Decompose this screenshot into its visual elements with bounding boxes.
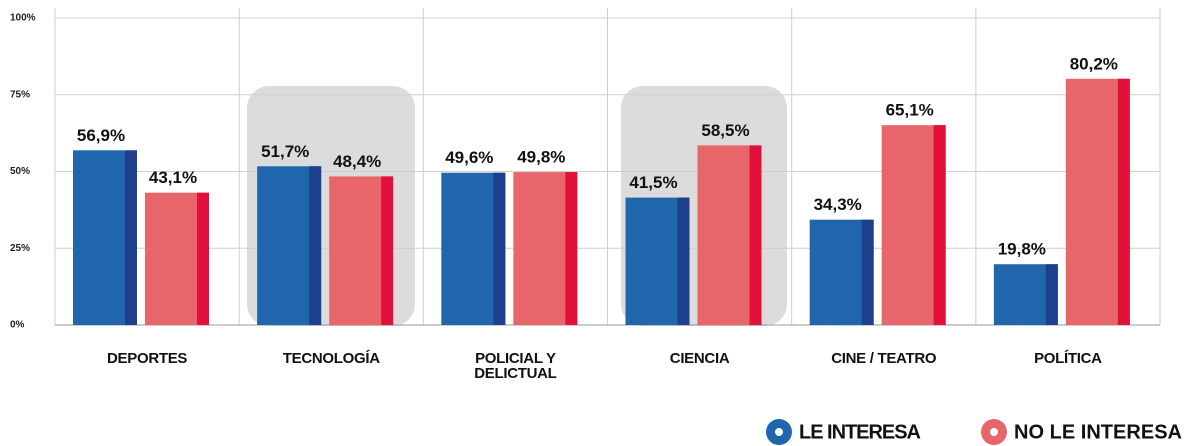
value-label: 43,1% (149, 168, 197, 187)
legend-label: LE INTERESA (799, 421, 921, 443)
value-label: 49,6% (445, 148, 493, 167)
bar-edge (565, 172, 578, 325)
bar-edge (861, 219, 874, 325)
x-tick-label: TECNOLOGÍA (282, 350, 380, 367)
bar-edge (493, 172, 506, 325)
value-label: 49,8% (517, 148, 565, 167)
bar-edge (677, 197, 690, 325)
legend-label: NO LE INTERESA (1014, 421, 1182, 443)
x-tick-label: POLICIAL Y DELICTUAL (474, 350, 557, 382)
x-tick-label: POLÍTICA (1034, 350, 1102, 367)
value-label: 65,1% (886, 101, 934, 120)
value-label: 51,7% (261, 142, 309, 161)
y-tick-label: 25% (10, 243, 30, 254)
bar-edge (1117, 78, 1130, 325)
y-tick-label: 100% (10, 13, 36, 24)
bar-edge (381, 176, 394, 325)
value-label: 41,5% (629, 173, 677, 192)
value-label: 58,5% (701, 121, 749, 140)
bar-edge (197, 192, 209, 325)
y-tick-label: 50% (10, 166, 30, 177)
x-tick-label: CINE / TEATRO (831, 350, 937, 367)
value-label: 19,8% (998, 240, 1046, 259)
y-tick-label: 0% (10, 320, 25, 331)
value-label: 48,4% (333, 152, 381, 171)
legend-swatch-dot (775, 428, 783, 436)
value-label: 56,9% (77, 126, 125, 145)
y-tick-label: 75% (10, 89, 30, 100)
x-tick-label: CIENCIA (669, 350, 730, 367)
value-label: 34,3% (814, 195, 862, 214)
value-label: 80,2% (1070, 54, 1118, 73)
bar-edge (309, 166, 322, 325)
x-tick-label: DEPORTES (107, 350, 188, 367)
bar-edge (1045, 264, 1058, 325)
bar-edge (125, 150, 137, 325)
legend-swatch-dot (990, 428, 998, 436)
bar-edge (933, 125, 946, 325)
bar-edge (749, 145, 762, 325)
